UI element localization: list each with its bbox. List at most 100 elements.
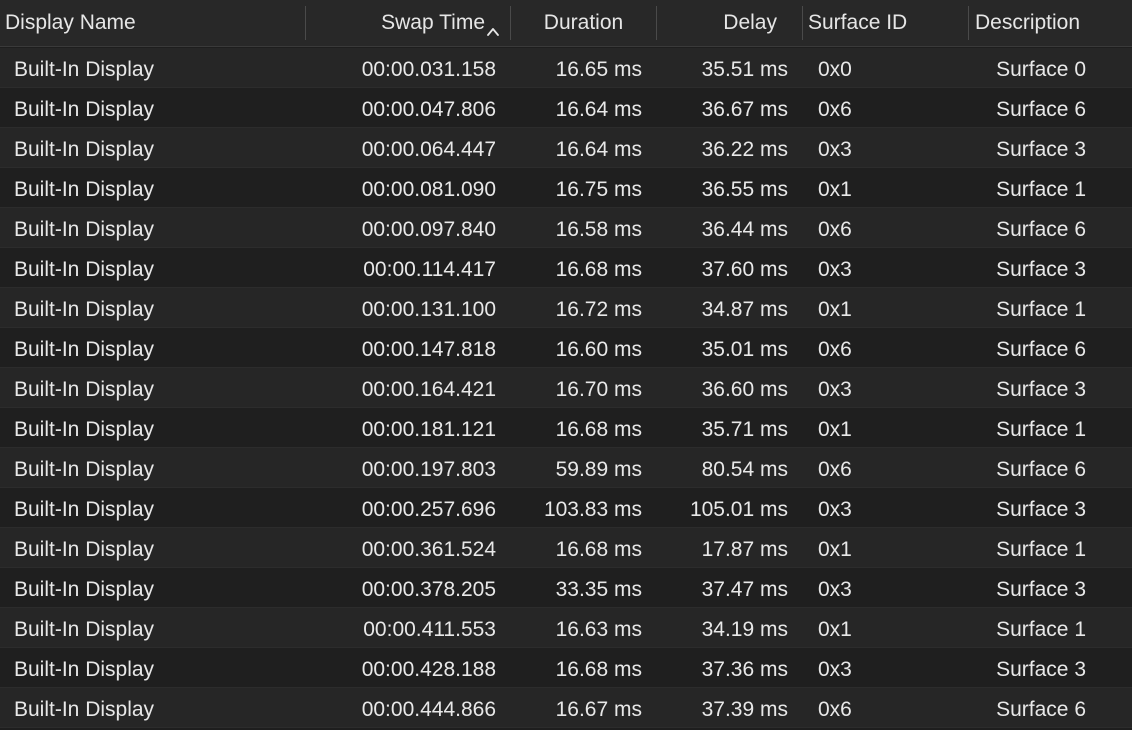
duration-cell: 16.68 ms: [555, 658, 642, 681]
column-header-surface-id[interactable]: Surface ID: [808, 0, 968, 46]
duration-cell: 16.64 ms: [555, 138, 642, 161]
display-name-cell: Built-In Display: [14, 418, 155, 441]
column-header-delay[interactable]: Delay: [657, 0, 777, 46]
column-header-label: Swap Time: [381, 11, 485, 34]
table-row[interactable]: Built-In Display 00:00.181.121 16.68 ms 35.…: [0, 408, 1132, 448]
display-name-cell: Built-In Display: [14, 458, 155, 481]
duration-cell: 16.68 ms: [555, 538, 642, 561]
table-row[interactable]: Built-In Display 00:00.197.803 59.89 ms 80.…: [0, 448, 1132, 488]
column-divider[interactable]: [802, 6, 803, 40]
duration-cell: 103.83 ms: [543, 498, 642, 521]
display-name-cell: Built-In Display: [14, 298, 155, 321]
duration-cell: 16.63 ms: [555, 618, 642, 641]
duration-cell: 16.68 ms: [555, 418, 642, 441]
table-row[interactable]: Built-In Display 00:00.428.188 16.68 ms 37.…: [0, 648, 1132, 688]
description-cell: Surface 6: [996, 338, 1086, 361]
surface-id-cell: 0x1: [818, 298, 852, 321]
table-row[interactable]: Built-In Display 00:00.361.524 16.68 ms 17.…: [0, 528, 1132, 568]
table-row[interactable]: Built-In Display 00:00.164.421 16.70 ms 36.…: [0, 368, 1132, 408]
surface-id-cell: 0x1: [818, 418, 852, 441]
delay-cell: 35.71 ms: [701, 418, 788, 441]
display-name-cell: Built-In Display: [14, 338, 155, 361]
description-cell: Surface 1: [996, 298, 1086, 321]
column-header-description[interactable]: Description: [975, 0, 1125, 46]
swap-time-cell: 00:00.181.121: [361, 418, 496, 441]
duration-cell: 16.60 ms: [555, 338, 642, 361]
table-row[interactable]: Built-In Display 00:00.047.806 16.64 ms 36.…: [0, 88, 1132, 128]
duration-cell: 16.64 ms: [555, 98, 642, 121]
delay-cell: 105.01 ms: [689, 498, 788, 521]
description-cell: Surface 6: [996, 98, 1086, 121]
duration-cell: 16.65 ms: [555, 58, 642, 81]
display-name-cell: Built-In Display: [14, 98, 155, 121]
description-cell: Surface 0: [996, 58, 1086, 81]
swap-time-cell: 00:00.081.090: [361, 178, 496, 201]
description-cell: Surface 3: [996, 578, 1086, 601]
swap-time-cell: 00:00.114.417: [363, 258, 496, 281]
surface-id-cell: 0x6: [818, 698, 852, 721]
swap-time-cell: 00:00.131.100: [361, 298, 496, 321]
display-name-cell: Built-In Display: [14, 658, 155, 681]
column-header-label: Surface ID: [808, 11, 908, 34]
table-row[interactable]: Built-In Display 00:00.114.417 16.68 ms 37.…: [0, 248, 1132, 288]
delay-cell: 17.87 ms: [701, 538, 788, 561]
column-header-display-name[interactable]: Display Name: [5, 0, 303, 46]
duration-cell: 16.67 ms: [555, 698, 642, 721]
display-name-cell: Built-In Display: [14, 618, 155, 641]
table-row[interactable]: Built-In Display 00:00.411.553 16.63 ms 34.…: [0, 608, 1132, 648]
table-row[interactable]: Built-In Display 00:00.097.840 16.58 ms 36.…: [0, 208, 1132, 248]
chevron-up-icon: [486, 10, 500, 37]
table-row[interactable]: Built-In Display 00:00.257.696 103.83 ms 10…: [0, 488, 1132, 528]
swap-time-cell: 00:00.197.803: [361, 458, 496, 481]
duration-cell: 16.58 ms: [555, 218, 642, 241]
table-row[interactable]: Built-In Display 00:00.131.100 16.72 ms 34.…: [0, 288, 1132, 328]
delay-cell: 36.67 ms: [701, 98, 788, 121]
swap-time-cell: 00:00.064.447: [361, 138, 496, 161]
surface-id-cell: 0x1: [818, 618, 852, 641]
display-name-cell: Built-In Display: [14, 178, 155, 201]
surface-id-cell: 0x0: [818, 58, 852, 81]
column-header-label: Delay: [723, 11, 777, 34]
duration-cell: 33.35 ms: [555, 578, 642, 601]
display-name-cell: Built-In Display: [14, 138, 155, 161]
table-row[interactable]: Built-In Display 00:00.147.818 16.60 ms 35.…: [0, 328, 1132, 368]
display-name-cell: Built-In Display: [14, 58, 155, 81]
table-row[interactable]: Built-In Display 00:00.444.866 16.67 ms 37.…: [0, 688, 1132, 728]
table-row[interactable]: Built-In Display 00:00.064.447 16.64 ms 36.…: [0, 128, 1132, 168]
delay-cell: 37.36 ms: [701, 658, 788, 681]
description-cell: Surface 3: [996, 498, 1086, 521]
column-header-duration[interactable]: Duration: [511, 0, 656, 46]
surface-id-cell: 0x3: [818, 138, 852, 161]
surface-id-cell: 0x1: [818, 178, 852, 201]
surface-id-cell: 0x6: [818, 458, 852, 481]
duration-cell: 16.70 ms: [555, 378, 642, 401]
duration-cell: 16.68 ms: [555, 258, 642, 281]
delay-cell: 80.54 ms: [701, 458, 788, 481]
column-divider[interactable]: [510, 6, 511, 40]
swap-time-cell: 00:00.257.696: [361, 498, 496, 521]
display-name-cell: Built-In Display: [14, 258, 155, 281]
column-header-label: Duration: [543, 11, 624, 34]
column-divider[interactable]: [968, 6, 969, 40]
surface-id-cell: 0x6: [818, 98, 852, 121]
column-divider[interactable]: [656, 6, 657, 40]
duration-cell: 16.75 ms: [555, 178, 642, 201]
table-row[interactable]: Built-In Display 00:00.081.090 16.75 ms 36.…: [0, 168, 1132, 208]
column-header-swap-time[interactable]: Swap Time: [306, 0, 500, 46]
swap-time-cell: 00:00.411.553: [363, 618, 496, 641]
description-cell: Surface 1: [996, 418, 1086, 441]
surface-id-cell: 0x3: [818, 498, 852, 521]
table-row[interactable]: Built-In Display 00:00.378.205 33.35 ms 37.…: [0, 568, 1132, 608]
swap-time-cell: 00:00.361.524: [361, 538, 496, 561]
surface-id-cell: 0x3: [818, 658, 852, 681]
surface-id-cell: 0x1: [818, 538, 852, 561]
swap-time-cell: 00:00.047.806: [361, 98, 496, 121]
table-header: Display Name Swap Time Duration Delay Su…: [0, 0, 1132, 47]
swap-time-cell: 00:00.444.866: [361, 698, 496, 721]
column-header-label: Description: [975, 11, 1081, 34]
delay-cell: 37.39 ms: [701, 698, 788, 721]
surface-id-cell: 0x3: [818, 578, 852, 601]
table-row[interactable]: Built-In Display 00:00.031.158 16.65 ms 35.…: [0, 48, 1132, 88]
display-name-cell: Built-In Display: [14, 378, 155, 401]
column-divider[interactable]: [305, 6, 306, 40]
